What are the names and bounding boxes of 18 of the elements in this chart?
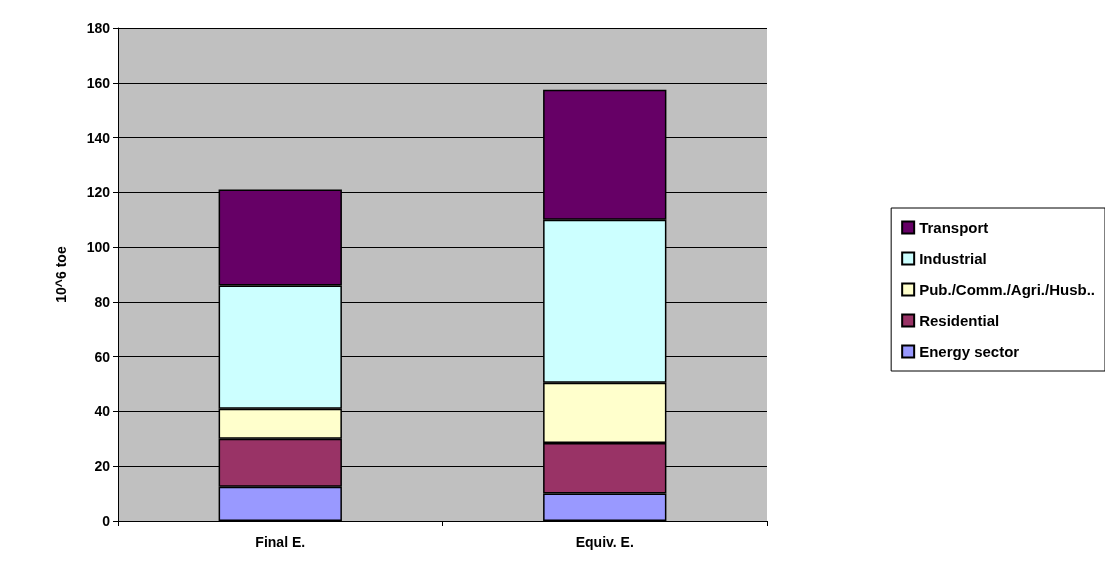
legend-label: Pub./Comm./Agri./Husb..: [919, 281, 1095, 298]
x-tick-label: Equiv. E.: [575, 534, 634, 550]
legend-label: Industrial: [919, 250, 987, 267]
legend-label: Transport: [919, 219, 989, 236]
y-tick-label: 140: [86, 129, 111, 146]
y-tick-label: 20: [94, 458, 111, 475]
y-tick-label: 120: [86, 184, 111, 201]
legend-label: Energy sector: [919, 343, 1020, 360]
y-tick-label: 160: [86, 74, 111, 91]
x-tick-label: Final E.: [255, 534, 306, 550]
y-tick-label: 180: [86, 20, 111, 36]
y-tick-label: 0: [102, 513, 111, 529]
y-tick-label: 60: [94, 348, 111, 365]
y-tick-label: 40: [94, 403, 111, 420]
y-tick-label: 100: [86, 239, 111, 256]
legend-label: Residential: [919, 312, 1000, 329]
y-tick-label: 80: [94, 293, 111, 310]
y-axis-title: 10^6 toe: [53, 246, 69, 303]
